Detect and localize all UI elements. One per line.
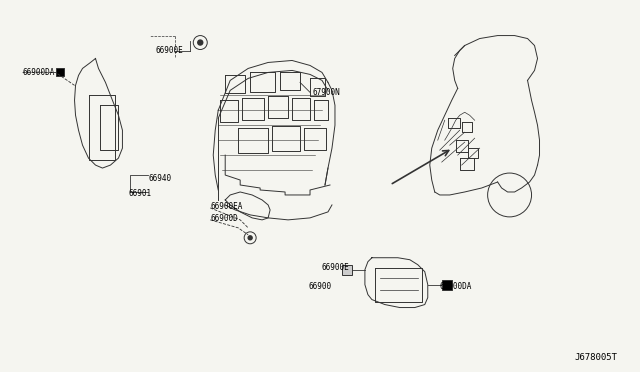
Text: 67900N: 67900N [312,88,340,97]
Circle shape [248,236,252,240]
Text: 66901: 66901 [129,189,152,199]
Text: 66900D: 66900D [210,214,238,223]
Text: J678005T: J678005T [574,353,618,362]
Text: 66900: 66900 [308,282,331,291]
Text: 66900E: 66900E [156,46,183,55]
Bar [442,280,452,290]
Bar [342,265,352,275]
Text: 66900DA: 66900DA [440,282,472,291]
Text: 66900E: 66900E [322,263,349,272]
Bar [56,68,63,76]
Text: 66940: 66940 [148,173,172,183]
Circle shape [198,40,203,45]
Text: 66900DA: 66900DA [22,68,55,77]
Text: 66900EA: 66900EA [210,202,243,211]
